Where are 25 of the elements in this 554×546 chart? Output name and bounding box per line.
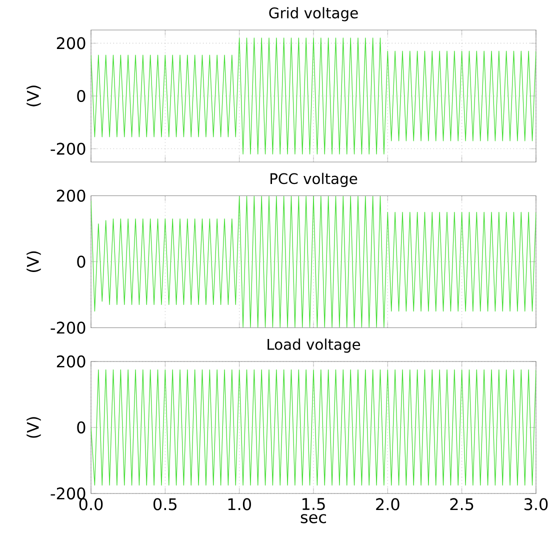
- x-tick-label: 2.0: [376, 498, 400, 510]
- x-tick-label: 0.5: [153, 498, 176, 510]
- x-axis-title: sec: [300, 514, 326, 524]
- x-tick-label: 1.5: [302, 498, 325, 510]
- y-tick-label: 0: [77, 90, 86, 102]
- chart-title: Grid voltage: [269, 7, 358, 22]
- x-tick-label: 3.0: [524, 498, 548, 510]
- y-tick-label: -200: [50, 322, 86, 334]
- y-axis-title: (V): [26, 417, 41, 438]
- line-series: [91, 38, 536, 154]
- y-axis-title: (V): [26, 251, 41, 272]
- chart-title: PCC voltage: [270, 172, 358, 188]
- y-tick-label: 0: [77, 256, 86, 268]
- x-tick-label: 2.5: [450, 498, 474, 510]
- y-tick-label: -200: [50, 487, 86, 500]
- y-tick-label: 200: [56, 190, 86, 202]
- y-tick-label: 200: [56, 37, 86, 50]
- x-tick-label: 1.0: [228, 498, 251, 510]
- y-tick-label: -200: [50, 142, 86, 155]
- y-tick-label: 200: [56, 355, 86, 368]
- y-tick-label: 0: [77, 421, 86, 434]
- y-axis-title: (V): [26, 86, 41, 106]
- line-series: [91, 196, 536, 328]
- chart-title: Load voltage: [268, 338, 360, 353]
- x-tick-label: 0.0: [79, 498, 103, 510]
